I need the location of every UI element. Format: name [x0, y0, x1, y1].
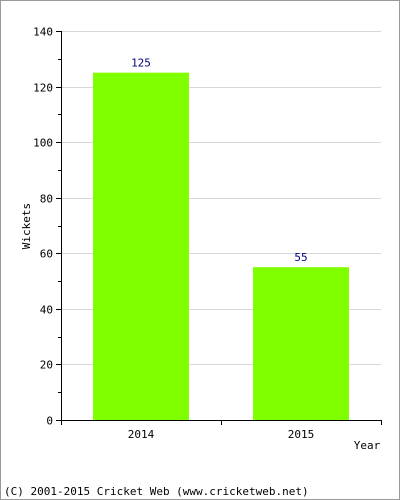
y-tick-label: 60 — [40, 248, 53, 261]
y-axis-label: Wickets — [20, 203, 33, 249]
axes — [56, 31, 382, 425]
labels: 0 20 40 60 80 100 120 140 125 2014 55 2015 — [33, 26, 314, 442]
y-tick-label: 100 — [33, 137, 53, 150]
bar-2015 — [253, 267, 349, 420]
y-tick-label: 140 — [33, 26, 53, 39]
data-label: 125 — [131, 57, 151, 70]
data-label: 55 — [294, 251, 307, 264]
y-tick-label: 0 — [46, 415, 53, 428]
x-tick-label: 2015 — [288, 428, 315, 441]
y-tick-label: 40 — [40, 304, 53, 317]
bar-2014 — [93, 72, 189, 420]
x-tick-label: 2014 — [128, 428, 155, 441]
bars — [93, 72, 349, 420]
y-tick-label: 80 — [40, 193, 53, 206]
y-tick-label: 120 — [33, 82, 53, 95]
y-tick-label: 20 — [40, 359, 53, 372]
copyright-footer: (C) 2001-2015 Cricket Web (www.cricketwe… — [4, 485, 309, 498]
x-axis-label: Year — [354, 439, 381, 452]
